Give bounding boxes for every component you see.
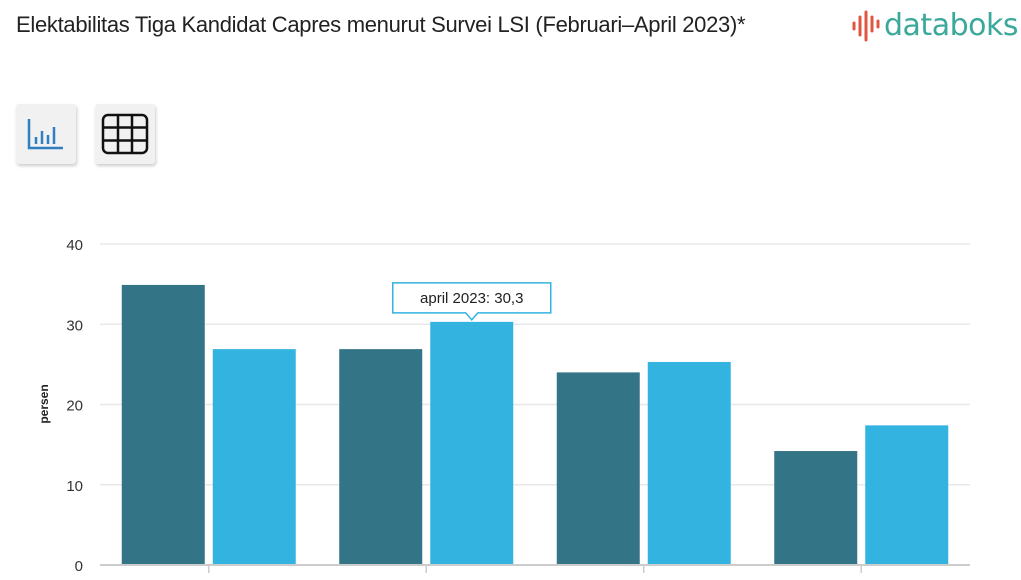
bar-series2-cat2[interactable] xyxy=(430,321,514,565)
bar-series1-cat2[interactable] xyxy=(339,349,423,565)
chart-view-button[interactable] xyxy=(16,104,76,164)
y-tick-label: 30 xyxy=(66,317,83,334)
table-grid-icon xyxy=(101,113,149,155)
y-tick-label: 10 xyxy=(66,478,83,495)
y-tick-label: 40 xyxy=(66,237,83,254)
tooltip-text: april 2023: 30,3 xyxy=(420,290,523,307)
bar-series2-cat4[interactable] xyxy=(865,425,949,565)
databoks-logo: databoks xyxy=(850,8,1018,43)
logo-text: databoks xyxy=(884,8,1018,43)
bar-chart-icon xyxy=(27,119,63,150)
bar-series2-cat1[interactable] xyxy=(212,349,296,565)
bar-series1-cat3[interactable] xyxy=(556,372,640,565)
chart-title: Elektabilitas Tiga Kandidat Capres menur… xyxy=(16,12,746,37)
bar-series2-cat3[interactable] xyxy=(647,361,731,565)
y-tick-label: 0 xyxy=(75,558,83,575)
bar-series1-cat1[interactable] xyxy=(121,284,205,565)
tooltip: april 2023: 30,3 xyxy=(392,282,552,321)
y-tick-label: 20 xyxy=(66,398,83,415)
bar-series1-cat4[interactable] xyxy=(774,451,858,565)
logo-mark-icon xyxy=(852,10,880,41)
y-axis-label: persen xyxy=(37,384,51,423)
table-view-button[interactable] xyxy=(95,104,155,164)
